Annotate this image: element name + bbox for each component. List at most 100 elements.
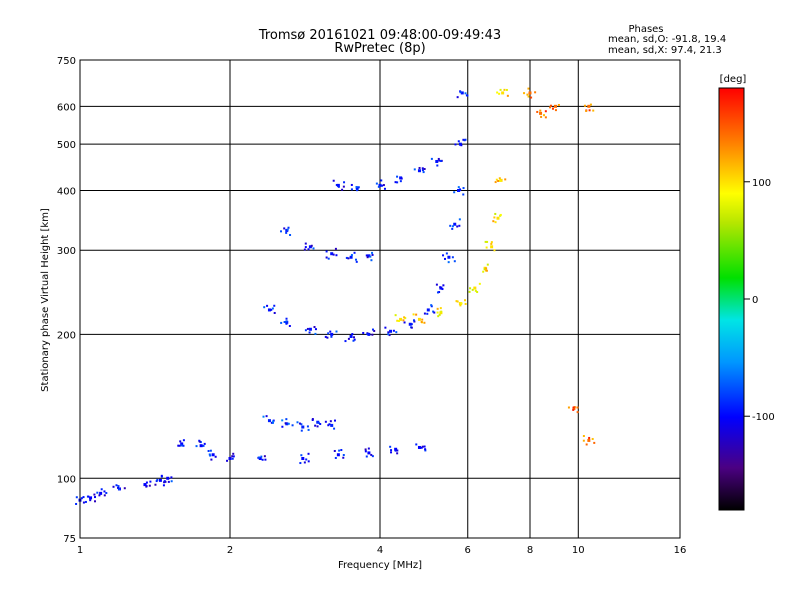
- data-point-scatter: [451, 225, 454, 228]
- data-point: [330, 252, 334, 256]
- data-point-scatter: [471, 288, 474, 291]
- data-point-scatter: [493, 249, 496, 252]
- data-point-scatter: [342, 185, 345, 188]
- data-point-scatter: [280, 230, 283, 233]
- data-point-scatter: [382, 184, 385, 187]
- data-point: [308, 245, 312, 249]
- data-point-scatter: [163, 481, 166, 484]
- data-point: [166, 476, 170, 480]
- data-point-scatter: [396, 449, 399, 452]
- data-point-scatter: [273, 311, 276, 314]
- data-point-scatter: [576, 406, 579, 409]
- data-point-scatter: [442, 284, 445, 287]
- data-point-scatter: [288, 324, 291, 327]
- data-point: [89, 496, 93, 500]
- data-point-scatter: [573, 406, 576, 409]
- data-point-scatter: [373, 329, 376, 332]
- data-point-scatter: [341, 188, 344, 191]
- data-point-scatter: [458, 218, 461, 221]
- data-point-scatter: [464, 299, 467, 302]
- data-point-scatter: [272, 420, 275, 423]
- data-point-scatter: [381, 184, 384, 187]
- data-point-scatter: [180, 444, 183, 447]
- data-point-scatter: [557, 103, 560, 106]
- data-point-scatter: [299, 462, 302, 465]
- data-point-scatter: [396, 175, 399, 178]
- y-tick-label: 750: [57, 56, 76, 67]
- data-point: [417, 317, 421, 321]
- data-point-scatter: [404, 317, 407, 320]
- data-point: [378, 183, 382, 187]
- data-point-scatter: [351, 333, 354, 336]
- data-point-scatter: [459, 189, 462, 192]
- data-point: [199, 444, 203, 448]
- data-point: [408, 322, 412, 326]
- data-point: [572, 406, 576, 410]
- data-point-scatter: [453, 191, 456, 194]
- data-point-scatter: [380, 179, 383, 182]
- data-point: [587, 104, 591, 108]
- data-point: [539, 111, 543, 115]
- data-point-scatter: [317, 421, 320, 424]
- data-point-scatter: [306, 425, 309, 428]
- data-point-scatter: [338, 449, 341, 452]
- data-point-scatter: [100, 488, 103, 491]
- data-point-scatter: [270, 308, 273, 311]
- data-point-scatter: [285, 418, 288, 421]
- x-tick-label: 4: [377, 545, 383, 556]
- data-point-scatter: [333, 449, 336, 452]
- data-point: [301, 425, 305, 429]
- data-point-scatter: [585, 443, 588, 446]
- data-point-scatter: [307, 452, 310, 455]
- data-point-scatter: [463, 139, 466, 142]
- data-point-scatter: [347, 337, 350, 340]
- x-axis-label: Frequency [MHz]: [338, 560, 422, 571]
- x-tick-label: 2: [227, 545, 233, 556]
- data-point: [367, 451, 371, 455]
- data-point: [267, 419, 271, 423]
- data-point-scatter: [527, 95, 530, 98]
- data-point-scatter: [494, 181, 497, 184]
- data-point-scatter: [456, 300, 459, 303]
- data-point-scatter: [311, 418, 314, 421]
- data-point-scatter: [75, 496, 78, 499]
- data-point-scatter: [485, 246, 488, 249]
- data-point-scatter: [344, 340, 347, 343]
- data-point-scatter: [232, 452, 235, 455]
- data-point: [473, 286, 477, 290]
- data-point-scatter: [307, 248, 310, 251]
- data-point: [496, 216, 500, 220]
- data-point-scatter: [232, 455, 235, 458]
- data-point-scatter: [366, 333, 369, 336]
- data-point: [458, 302, 462, 306]
- data-point-scatter: [327, 332, 330, 335]
- data-point-scatter: [350, 183, 353, 186]
- data-point-scatter: [540, 115, 543, 118]
- data-point-scatter: [319, 423, 322, 426]
- y-tick-label: 600: [57, 102, 76, 113]
- data-point-scatter: [588, 436, 591, 439]
- data-point-scatter: [440, 160, 443, 163]
- data-point: [501, 91, 505, 95]
- data-point-scatter: [300, 454, 303, 457]
- data-point-scatter: [375, 182, 378, 185]
- data-point-scatter: [123, 487, 126, 490]
- data-point-scatter: [523, 92, 526, 95]
- data-point-scatter: [306, 327, 309, 330]
- x-tick-label: 8: [527, 545, 533, 556]
- data-point: [435, 159, 439, 163]
- data-point-scatter: [433, 311, 436, 314]
- data-point-scatter: [353, 251, 356, 254]
- data-point: [258, 456, 262, 460]
- data-point: [330, 423, 334, 427]
- data-point-scatter: [534, 91, 537, 94]
- data-point-scatter: [504, 178, 507, 181]
- data-point-scatter: [430, 305, 433, 308]
- data-point-scatter: [170, 476, 173, 479]
- data-point-scatter: [588, 109, 591, 112]
- data-point-scatter: [388, 334, 391, 337]
- data-point-scatter: [112, 485, 115, 488]
- data-point-scatter: [421, 318, 424, 321]
- data-point-scatter: [494, 221, 497, 224]
